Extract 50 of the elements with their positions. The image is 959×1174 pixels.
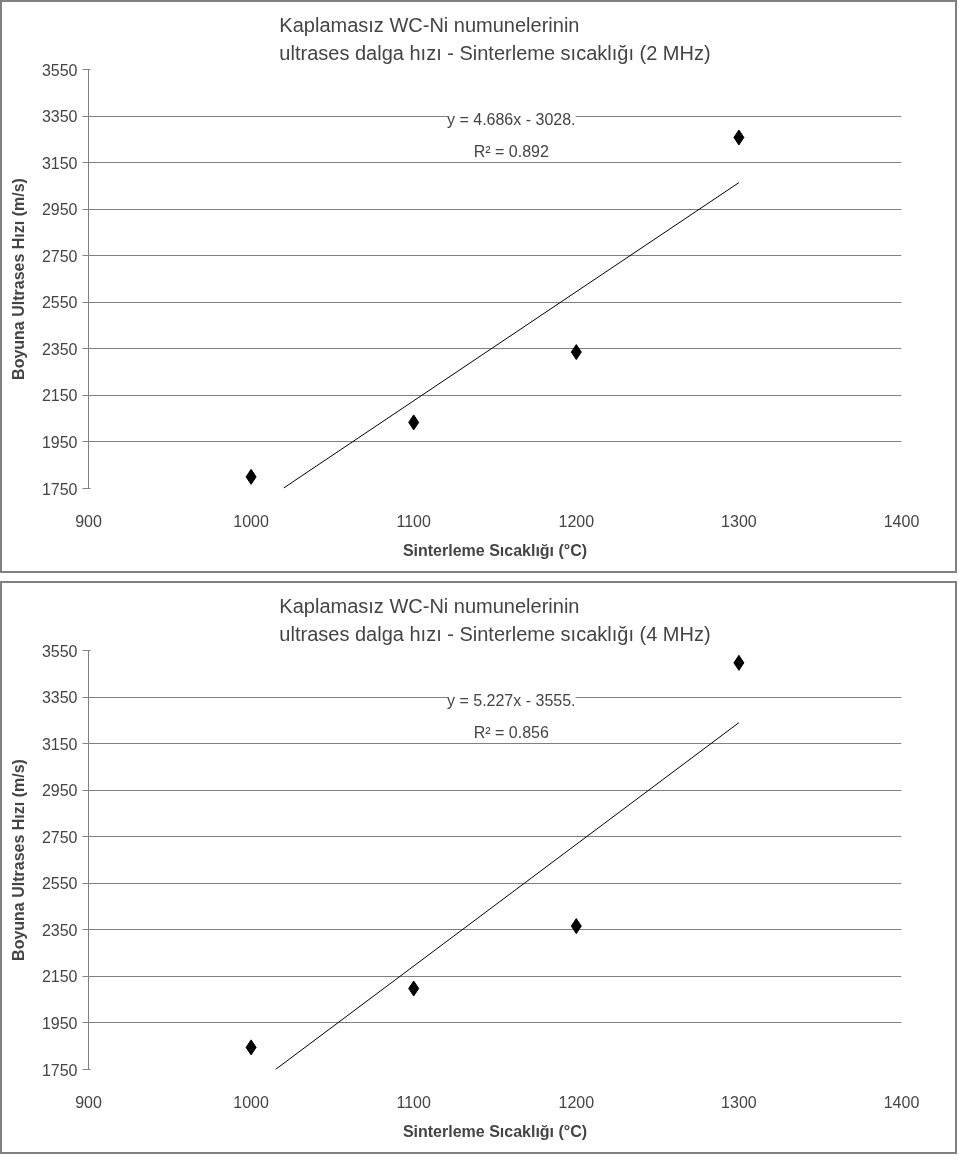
- y-tick-label: 2550: [41, 294, 78, 312]
- x-tick-label: 1000: [233, 512, 269, 530]
- annotation: R² = 0.892: [473, 142, 549, 160]
- point: [570, 918, 582, 935]
- point: [408, 414, 420, 431]
- point: [733, 654, 745, 671]
- y-tick-label: 3550: [41, 61, 78, 79]
- x-tick-label: 1100: [396, 1093, 431, 1111]
- y-tick-label: 2950: [41, 201, 78, 219]
- point: [733, 129, 745, 146]
- x-axis-title: Sinterleme Sıcaklığı (°C): [402, 541, 588, 559]
- x-tick-label: 1300: [721, 1093, 757, 1111]
- point: [245, 468, 257, 485]
- y-tick-label: 1750: [41, 1061, 78, 1079]
- annotation: y = 5.227x - 3555.: [446, 692, 576, 710]
- x-tick-label: 1400: [883, 512, 920, 530]
- y-tick-label: 2350: [41, 921, 78, 939]
- x-tick-label: 1200: [558, 512, 595, 530]
- x-tick-label: 900: [75, 512, 102, 530]
- y-tick-label: 2750: [41, 247, 78, 265]
- annotation: y = 4.686x - 3028.: [446, 111, 576, 129]
- y-tick-label: 1950: [41, 1014, 78, 1032]
- y-tick-label: 3350: [41, 108, 78, 126]
- y-tick-label: 1750: [41, 480, 78, 498]
- chart-title: Kaplamasız WC-Ni numunelerinin ultrases dalga hızı - Sinterleme sıcaklığı (2 MHz): [279, 13, 711, 65]
- y-tick-label: 2150: [41, 968, 78, 986]
- chart-title: Kaplamasız WC-Ni numunelerinin ultrases dalga hızı - Sinterleme sıcaklığı (4 MHz): [279, 594, 711, 646]
- point: [245, 1039, 257, 1056]
- point: [570, 344, 582, 361]
- point: [408, 980, 420, 997]
- y-tick-label: 2550: [41, 875, 78, 893]
- x-tick-label: 1200: [558, 1093, 595, 1111]
- y-tick-label: 2350: [41, 340, 78, 358]
- y-tick-label: 3350: [41, 689, 78, 707]
- x-axis-title: Sinterleme Sıcaklığı (°C): [402, 1122, 588, 1140]
- y-tick-label: 3150: [41, 735, 78, 753]
- x-tick-label: 1400: [883, 1093, 920, 1111]
- annotation: R² = 0.856: [473, 723, 549, 741]
- x-tick-label: 1000: [233, 1093, 269, 1111]
- y-axis-title: Boyuna Ultrases Hızı (m/s): [9, 178, 27, 380]
- y-tick-label: 2950: [41, 782, 78, 800]
- x-tick-label: 900: [75, 1093, 102, 1111]
- y-tick-label: 2750: [41, 828, 78, 846]
- y-axis-title: Boyuna Ultrases Hızı (m/s): [9, 759, 27, 961]
- y-tick-label: 2150: [41, 387, 78, 405]
- y-tick-label: 1950: [41, 433, 78, 451]
- y-tick-label: 3150: [41, 154, 78, 172]
- x-tick-label: 1100: [396, 512, 431, 530]
- y-tick-label: 3550: [41, 642, 78, 660]
- x-tick-label: 1300: [721, 512, 757, 530]
